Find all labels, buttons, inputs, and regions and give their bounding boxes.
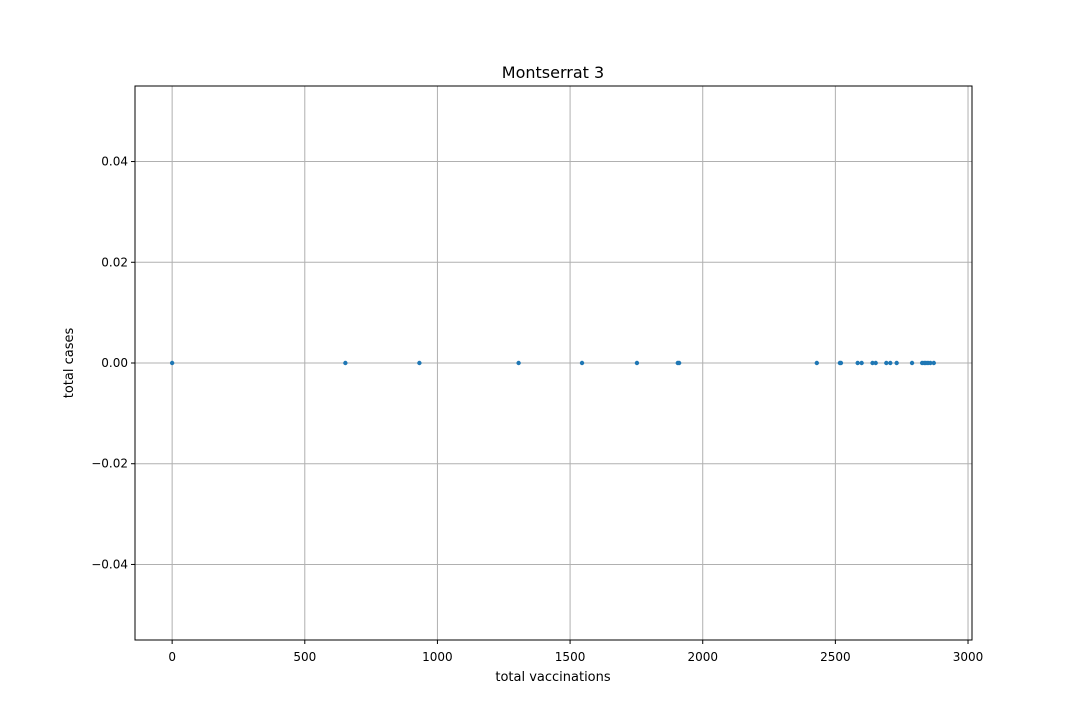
data-point bbox=[859, 360, 864, 366]
x-tick-label: 1500 bbox=[555, 650, 586, 664]
data-point bbox=[888, 360, 893, 366]
data-point bbox=[884, 360, 889, 366]
grid-lines bbox=[135, 86, 972, 640]
data-point bbox=[343, 360, 348, 366]
y-tick-label: 0.00 bbox=[101, 356, 128, 370]
data-point bbox=[870, 360, 875, 366]
x-tick-label: 2500 bbox=[820, 650, 851, 664]
y-tick-label: 0.02 bbox=[101, 255, 128, 269]
data-point bbox=[928, 360, 933, 366]
y-tick-label: −0.04 bbox=[91, 557, 128, 571]
x-axis-label: total vaccinations bbox=[495, 670, 611, 685]
x-tick-label: 3000 bbox=[953, 650, 984, 664]
data-points bbox=[169, 360, 936, 366]
data-point bbox=[634, 360, 640, 366]
data-point bbox=[909, 360, 915, 366]
y-tick-label: −0.02 bbox=[91, 457, 128, 471]
data-point bbox=[417, 360, 422, 366]
x-tick-label: 500 bbox=[293, 650, 316, 664]
data-point bbox=[855, 360, 860, 366]
x-tick-label: 0 bbox=[168, 650, 176, 664]
data-point bbox=[169, 360, 175, 366]
x-tick-label: 2000 bbox=[687, 650, 718, 664]
data-point bbox=[838, 360, 844, 366]
y-tick-label: 0.04 bbox=[101, 155, 128, 169]
y-axis-label: total cases bbox=[62, 328, 77, 399]
data-point bbox=[516, 360, 521, 366]
x-axis-ticks: 0 500 1000 1500 2000 2500 3000 bbox=[168, 640, 983, 664]
y-axis-ticks: −0.04 −0.02 0.00 0.02 0.04 bbox=[91, 155, 135, 571]
data-point bbox=[873, 360, 878, 366]
data-point bbox=[931, 360, 936, 366]
x-tick-label: 1000 bbox=[422, 650, 453, 664]
chart-title: Montserrat 3 bbox=[502, 63, 604, 82]
data-point bbox=[676, 360, 682, 366]
data-point bbox=[814, 360, 820, 366]
data-point bbox=[579, 360, 585, 366]
data-point bbox=[894, 360, 899, 366]
